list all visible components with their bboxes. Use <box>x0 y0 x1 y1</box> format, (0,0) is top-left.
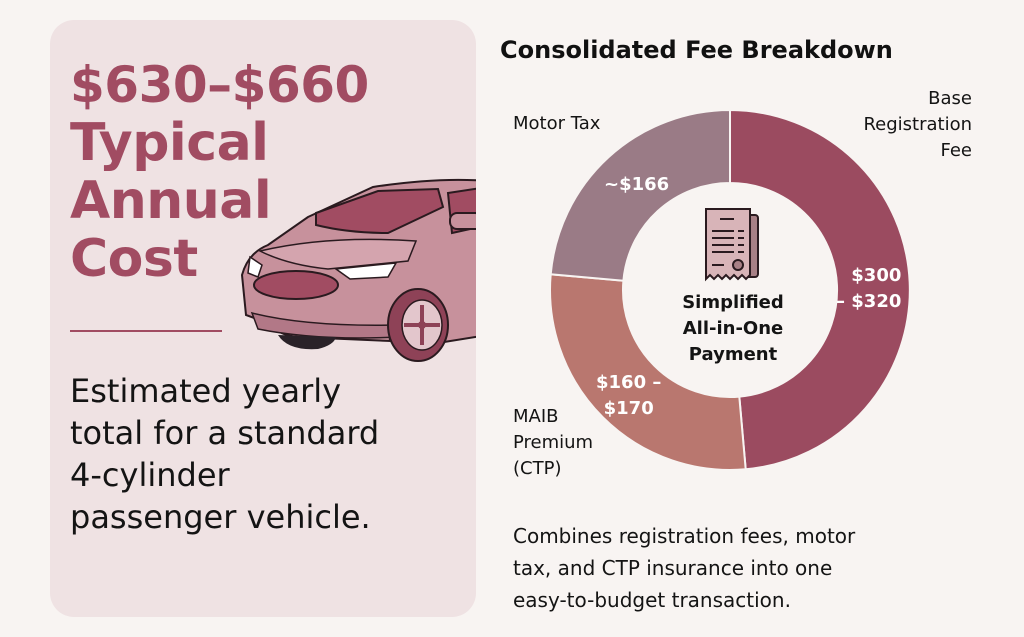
chart-title: Consolidated Fee Breakdown <box>500 36 893 64</box>
value-line: ~$166 <box>604 174 670 195</box>
label-line: Fee <box>940 140 972 161</box>
center-label-line: Payment <box>688 344 778 365</box>
price-range: $630–$660 <box>70 56 369 114</box>
value-maib-premium: $160 – $170 <box>596 370 661 422</box>
description: Estimated yearly total for a standard 4-… <box>70 370 460 538</box>
center-label-line: Simplified <box>682 292 784 313</box>
label-base-registration: Base Registration Fee <box>863 86 972 164</box>
slice-motor-tax <box>549 108 731 282</box>
description-line: Estimated yearly <box>70 372 342 410</box>
value-line: – $320 <box>836 291 902 312</box>
label-line: Motor Tax <box>513 113 601 134</box>
car-icon <box>240 178 476 362</box>
divider <box>70 330 222 332</box>
value-line: $160 – <box>596 372 662 393</box>
label-maib-premium: MAIB Premium (CTP) <box>513 404 593 482</box>
description-line: total for a standard <box>70 414 380 452</box>
center-label-line: All-in-One <box>682 318 784 339</box>
value-base-registration: $300 – $320 <box>836 263 901 315</box>
label-line: Premium <box>513 432 594 453</box>
footer-line: easy-to-budget transaction. <box>513 588 791 612</box>
receipt-icon <box>705 208 759 282</box>
footer-line: tax, and CTP insurance into one <box>513 556 833 580</box>
headline-line-4: Cost <box>70 229 198 289</box>
headline-line-3: Annual <box>70 171 272 231</box>
headline-line-2: Typical <box>70 113 269 173</box>
description-line: passenger vehicle. <box>70 498 371 536</box>
slice-base-registration <box>729 108 911 471</box>
headline: $630–$660 Typical Annual Cost <box>70 56 369 288</box>
label-line: Registration <box>863 114 972 135</box>
center-label: Simplified All-in-One Payment <box>651 290 815 368</box>
label-line: MAIB <box>513 406 559 427</box>
description-line: 4-cylinder <box>70 456 230 494</box>
label-line: Base <box>928 88 972 109</box>
label-motor-tax: Motor Tax <box>513 111 600 137</box>
footer-line: Combines registration fees, motor <box>513 524 856 548</box>
summary-card: $630–$660 Typical Annual Cost Es <box>50 20 476 617</box>
value-line: $300 <box>851 265 902 286</box>
donut-chart <box>549 108 911 471</box>
footer-description: Combines registration fees, motor tax, a… <box>513 520 993 616</box>
value-line: $170 <box>603 398 654 419</box>
value-motor-tax: ~$166 <box>604 172 669 198</box>
label-line: (CTP) <box>513 458 562 479</box>
slice-maib-premium <box>549 273 747 471</box>
